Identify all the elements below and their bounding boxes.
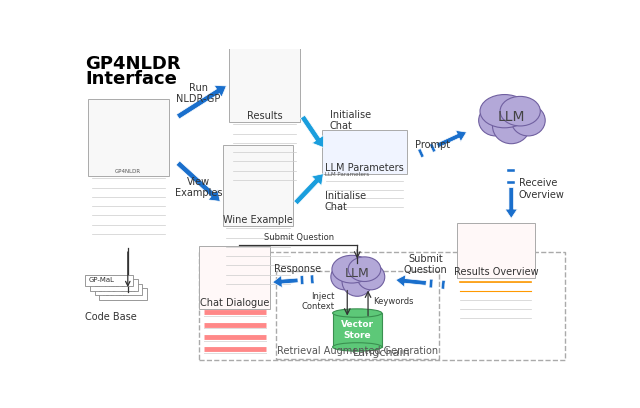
Ellipse shape: [480, 95, 529, 128]
Ellipse shape: [342, 267, 372, 296]
FancyBboxPatch shape: [86, 275, 133, 286]
Text: LLM Parameters: LLM Parameters: [325, 163, 404, 173]
Ellipse shape: [511, 105, 545, 136]
FancyBboxPatch shape: [200, 246, 270, 309]
Polygon shape: [429, 143, 436, 152]
Ellipse shape: [333, 309, 382, 317]
FancyBboxPatch shape: [456, 223, 535, 278]
Text: NRMSE: NRMSE: [102, 291, 127, 297]
Text: Submit Question: Submit Question: [264, 233, 334, 242]
Polygon shape: [176, 161, 220, 202]
FancyBboxPatch shape: [230, 38, 300, 122]
FancyBboxPatch shape: [95, 284, 143, 295]
FancyBboxPatch shape: [99, 288, 147, 300]
Ellipse shape: [333, 343, 382, 351]
Polygon shape: [505, 188, 517, 218]
Text: Keywords: Keywords: [372, 297, 413, 306]
Polygon shape: [507, 181, 515, 184]
Text: Vector
Store: Vector Store: [340, 320, 374, 340]
Polygon shape: [436, 131, 467, 148]
Text: LLM Parameters: LLM Parameters: [325, 172, 369, 177]
Text: Response: Response: [275, 264, 321, 274]
Text: Initialise
Chat: Initialise Chat: [325, 191, 366, 212]
Text: Inject
Context: Inject Context: [301, 292, 334, 311]
Text: Retrieval Augmented Generation: Retrieval Augmented Generation: [276, 346, 438, 356]
Text: GP-MaL-2: GP-MaL-2: [93, 282, 126, 288]
FancyBboxPatch shape: [90, 279, 138, 291]
Text: Submit
Question: Submit Question: [404, 254, 447, 275]
Text: Langchain: Langchain: [353, 348, 411, 359]
Text: Code Base: Code Base: [85, 312, 137, 322]
Polygon shape: [294, 174, 323, 205]
Polygon shape: [310, 275, 314, 284]
Ellipse shape: [348, 257, 381, 282]
Polygon shape: [273, 275, 298, 288]
Text: Chat Dialogue: Chat Dialogue: [200, 298, 269, 308]
Polygon shape: [177, 85, 227, 119]
FancyBboxPatch shape: [223, 145, 293, 226]
Text: GP4NLDR: GP4NLDR: [86, 55, 181, 73]
FancyBboxPatch shape: [88, 99, 168, 176]
Text: Interface: Interface: [86, 70, 177, 88]
Ellipse shape: [331, 264, 358, 290]
Text: Receive
Overview: Receive Overview: [519, 178, 565, 200]
Text: Run
NLDR-GP: Run NLDR-GP: [177, 83, 221, 104]
Text: Wine Example: Wine Example: [223, 215, 293, 224]
Ellipse shape: [493, 108, 530, 144]
Text: View
Examples: View Examples: [175, 177, 222, 198]
Polygon shape: [396, 275, 426, 287]
Text: UMAP Cost: UMAP Cost: [98, 286, 136, 293]
Polygon shape: [300, 115, 324, 148]
Polygon shape: [441, 280, 445, 289]
Text: LLM: LLM: [345, 267, 370, 280]
Text: Prompt: Prompt: [415, 140, 451, 150]
Ellipse shape: [479, 105, 513, 136]
FancyBboxPatch shape: [322, 130, 406, 175]
Polygon shape: [507, 169, 515, 172]
Polygon shape: [418, 149, 424, 157]
Ellipse shape: [500, 96, 540, 126]
Ellipse shape: [332, 255, 372, 283]
Text: GP4NLDR: GP4NLDR: [115, 169, 141, 175]
Text: Results Overview: Results Overview: [454, 267, 538, 277]
Text: Results: Results: [247, 111, 283, 121]
Text: GP-MaL: GP-MaL: [88, 277, 115, 283]
Polygon shape: [300, 276, 304, 284]
FancyBboxPatch shape: [333, 313, 382, 347]
Text: LLM: LLM: [497, 110, 525, 124]
Polygon shape: [429, 279, 433, 288]
Text: Initialise
Chat: Initialise Chat: [330, 110, 371, 131]
Ellipse shape: [357, 264, 385, 290]
